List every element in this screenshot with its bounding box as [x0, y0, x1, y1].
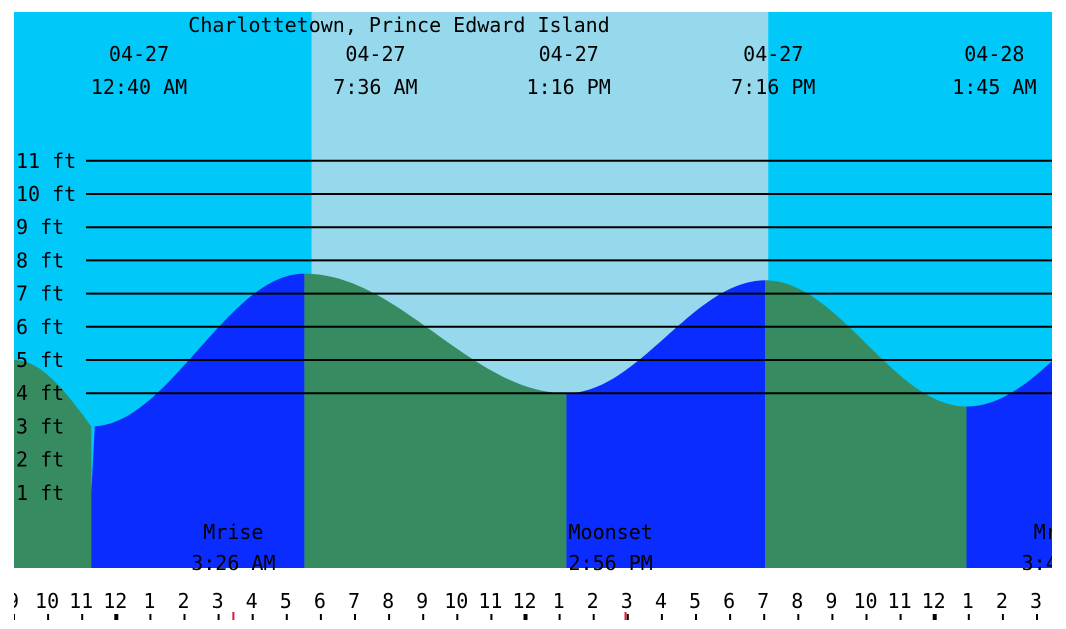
moon-event-time: 2:56 PM	[569, 551, 653, 575]
hour-label: 11	[69, 589, 93, 613]
hour-label: 12	[103, 589, 127, 613]
y-tick-label: 2 ft	[16, 448, 64, 472]
falling-tide-segment	[14, 360, 92, 568]
sun-event-date: 04-27	[539, 42, 599, 66]
y-tick-label: 8 ft	[16, 248, 64, 272]
hour-label: 3	[621, 589, 633, 613]
hour-label: 11	[478, 589, 502, 613]
hour-label: 1	[553, 589, 565, 613]
hour-axis: 9101112123456789101112123456789101112123…	[14, 589, 1042, 620]
rising-tide-segment	[566, 280, 766, 568]
hour-label: 8	[791, 589, 803, 613]
hour-label: 4	[246, 589, 258, 613]
hour-label: 2	[996, 589, 1008, 613]
chart-title: Charlottetown, Prince Edward Island	[188, 13, 609, 37]
hour-label: 5	[689, 589, 701, 613]
rising-tide-segment	[91, 273, 305, 568]
moon-event-name: Mrise	[203, 520, 263, 544]
hour-label: 6	[723, 589, 735, 613]
sun-event-date: 04-27	[743, 42, 803, 66]
y-tick-label: 7 ft	[16, 282, 64, 306]
y-tick-label: 9 ft	[16, 215, 64, 239]
moon-event-time: 3:47 AM	[1022, 551, 1052, 575]
hour-label: 7	[348, 589, 360, 613]
tide-chart-area: 11 ft 10 ft 9 ft 8 ft 7 ft 6 ft 5 ft 4 ft 3 ft 2 …	[14, 12, 1052, 620]
y-tick-label: 5 ft	[16, 348, 64, 372]
moon-event-time: 3:26 AM	[191, 551, 275, 575]
sun-event-date: 04-27	[109, 42, 169, 66]
sun-event-date: 04-27	[345, 42, 405, 66]
y-tick-label: 11 ft	[16, 149, 76, 173]
hour-label: 9	[825, 589, 837, 613]
y-axis-labels: 11 ft 10 ft 9 ft 8 ft 7 ft 6 ft 5 ft 4 ft 3 ft 2 …	[16, 149, 76, 505]
sun-event-labels: 04-27 12:40 AM 04-27 7:36 AM 04-27 1:16 PM 04-…	[91, 42, 1037, 99]
rising-tide-segment	[966, 361, 1052, 568]
hour-label: 2	[177, 589, 189, 613]
hour-label: 7	[757, 589, 769, 613]
falling-tide-segment	[304, 273, 567, 568]
hour-label: 9	[416, 589, 428, 613]
sun-event-time: 12:40 AM	[91, 75, 187, 99]
hour-label: 5	[280, 589, 292, 613]
y-tick-label: 10 ft	[16, 182, 76, 206]
moon-event-labels: Mrise 3:26 AM Moonset 2:56 PM Mrise 3:47 AM	[191, 520, 1052, 620]
sun-event-time: 7:36 AM	[333, 75, 417, 99]
moon-event-name: Mrise	[1034, 520, 1052, 544]
moon-event-name: Moonset	[569, 520, 653, 544]
hour-label: 10	[853, 589, 877, 613]
sun-event-date: 04-28	[964, 42, 1024, 66]
hour-label: 9	[14, 589, 19, 613]
hour-label: 12	[922, 589, 946, 613]
hour-label: 4	[655, 589, 667, 613]
y-tick-label: 6 ft	[16, 315, 64, 339]
height-gridlines	[86, 159, 1052, 395]
hour-label: 8	[382, 589, 394, 613]
falling-tide-segment	[765, 280, 967, 568]
day-night-background	[14, 12, 1052, 620]
sun-event-time: 7:16 PM	[731, 75, 815, 99]
y-tick-label: 1 ft	[16, 481, 64, 505]
hour-label: 12	[512, 589, 536, 613]
axis-strip	[14, 568, 1052, 620]
y-tick-label: 4 ft	[16, 381, 64, 405]
hour-label: 1	[962, 589, 974, 613]
hour-label: 3	[212, 589, 224, 613]
hour-label: 1	[143, 589, 155, 613]
hour-label: 11	[888, 589, 912, 613]
sun-event-time: 1:45 AM	[952, 75, 1036, 99]
hour-label: 2	[587, 589, 599, 613]
hour-label: 10	[35, 589, 59, 613]
sun-event-time: 1:16 PM	[527, 75, 611, 99]
hour-label: 3	[1030, 589, 1042, 613]
tide-water-fill	[14, 273, 1052, 568]
y-tick-label: 3 ft	[16, 414, 64, 438]
hour-label: 10	[444, 589, 468, 613]
hour-label: 6	[314, 589, 326, 613]
